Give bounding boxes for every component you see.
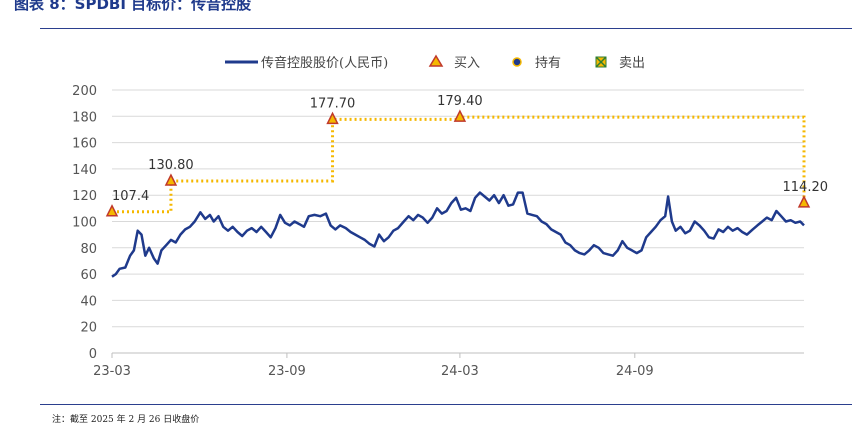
legend-hold-label: 持有: [535, 56, 561, 71]
footnote: 注：截至 2025 年 2 月 26 日收盘价: [52, 415, 200, 425]
buy-marker-icon: [164, 173, 178, 186]
top-divider: [40, 28, 852, 29]
target-price-series: [112, 115, 806, 214]
target-price-label: 179.40: [437, 94, 483, 109]
legend-hold-icon: [512, 57, 522, 67]
legend-price-label: 传音控股股价(人民币): [261, 55, 388, 71]
x-tick-label: 24-09: [616, 364, 654, 379]
page-title: 图表 8：SPDBI 目标价：传音控股: [14, 0, 252, 13]
legend-sell-cross-b: [595, 56, 607, 68]
y-tick-label: 140: [72, 163, 97, 178]
buy-marker-icon: [105, 204, 119, 217]
y-tick-label: 80: [80, 242, 97, 257]
y-axis: 0 20 40 60 80 100 120 140 160 180 200: [72, 84, 97, 362]
buy-marker-icon: [797, 195, 811, 208]
x-tick-label: 23-03: [93, 364, 131, 379]
buy-marker-icon: [453, 109, 467, 122]
price-line: [111, 191, 805, 278]
price-series: [111, 191, 805, 278]
chart-grid: [112, 89, 804, 328]
y-tick-label: 100: [72, 216, 97, 231]
x-tick-label: 23-09: [268, 364, 306, 379]
bottom-divider: [40, 404, 852, 405]
y-tick-label: 160: [72, 137, 97, 152]
rating-markers: 107.4 130.80 177.70 179.40 114.20: [105, 94, 829, 217]
legend-sell-label: 卖出: [619, 56, 645, 71]
target-price-label: 177.70: [310, 96, 356, 111]
chart-legend: 传音控股股价(人民币) 买入 持有 卖出: [225, 54, 645, 71]
buy-marker-icon: [326, 111, 339, 125]
y-tick-label: 200: [72, 84, 97, 99]
target-price-line: [112, 115, 806, 214]
legend-buy-icon: [428, 54, 444, 67]
y-tick-label: 120: [72, 189, 97, 204]
y-tick-label: 20: [80, 321, 97, 336]
x-tick-label: 24-03: [441, 364, 479, 379]
y-tick-label: 180: [72, 110, 97, 125]
target-price-label: 107.4: [112, 189, 149, 204]
y-tick-label: 60: [80, 268, 97, 283]
y-tick-label: 40: [80, 294, 97, 309]
target-price-label: 114.20: [783, 180, 829, 195]
legend-buy-label: 买入: [454, 56, 480, 71]
x-axis: 23-03 23-09 24-03 24-09: [93, 352, 804, 379]
target-price-label: 130.80: [148, 158, 194, 173]
y-tick-label: 0: [89, 347, 97, 362]
